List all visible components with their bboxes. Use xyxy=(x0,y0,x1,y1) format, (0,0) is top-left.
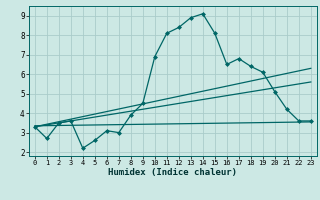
X-axis label: Humidex (Indice chaleur): Humidex (Indice chaleur) xyxy=(108,168,237,177)
